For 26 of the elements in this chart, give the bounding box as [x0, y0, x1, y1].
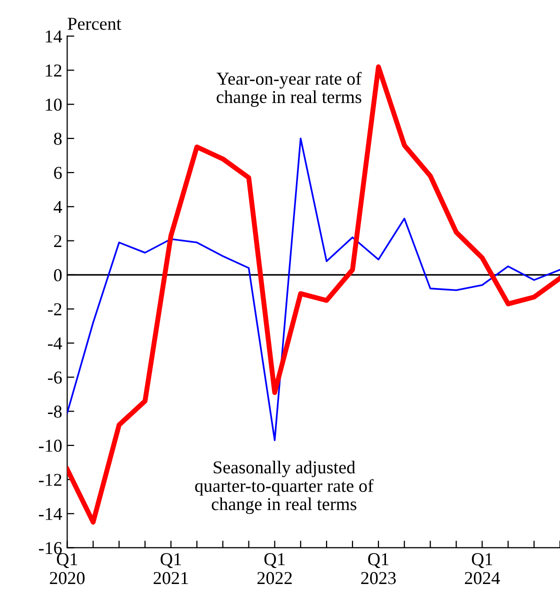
x-tick-label: Q1 2023: [361, 553, 396, 584]
y-tick-label: 8: [54, 132, 62, 145]
x-tick-label: Q1 2020: [50, 553, 85, 584]
x-tick-label: Q1 2024: [464, 553, 500, 584]
y-tick-label: -16: [38, 542, 62, 554]
line-series: [67, 64, 560, 525]
series-label: Year-on-year rate of change in real terms: [216, 72, 362, 107]
line-series: [67, 138, 560, 442]
y-tick-label: 14: [46, 30, 62, 42]
text: Seasonally adjusted quarter-to-quarter rate of change in real terms: [195, 460, 374, 514]
y-tick-label: -4: [48, 337, 62, 350]
y-tick-label: 6: [54, 166, 62, 179]
y-tick-label: 12: [46, 64, 62, 76]
y-tick-label: 2: [54, 235, 62, 248]
y-tick-label: -8: [48, 406, 62, 418]
y-axis-title: Percent: [68, 18, 122, 30]
x-tick-label: Q1 2022: [257, 553, 292, 584]
y-tick-label: -12: [38, 474, 62, 486]
y-tick-label: -6: [48, 372, 62, 384]
y-tick-label: -14: [38, 508, 62, 520]
y-tick-label: 10: [46, 98, 62, 111]
y-tick-label: -2: [48, 303, 62, 316]
y-tick-label: 0: [54, 269, 62, 282]
x-tick-label: Q1 2021: [154, 553, 188, 584]
y-tick-label: -10: [38, 440, 62, 452]
y-tick-label: 4: [54, 201, 62, 213]
